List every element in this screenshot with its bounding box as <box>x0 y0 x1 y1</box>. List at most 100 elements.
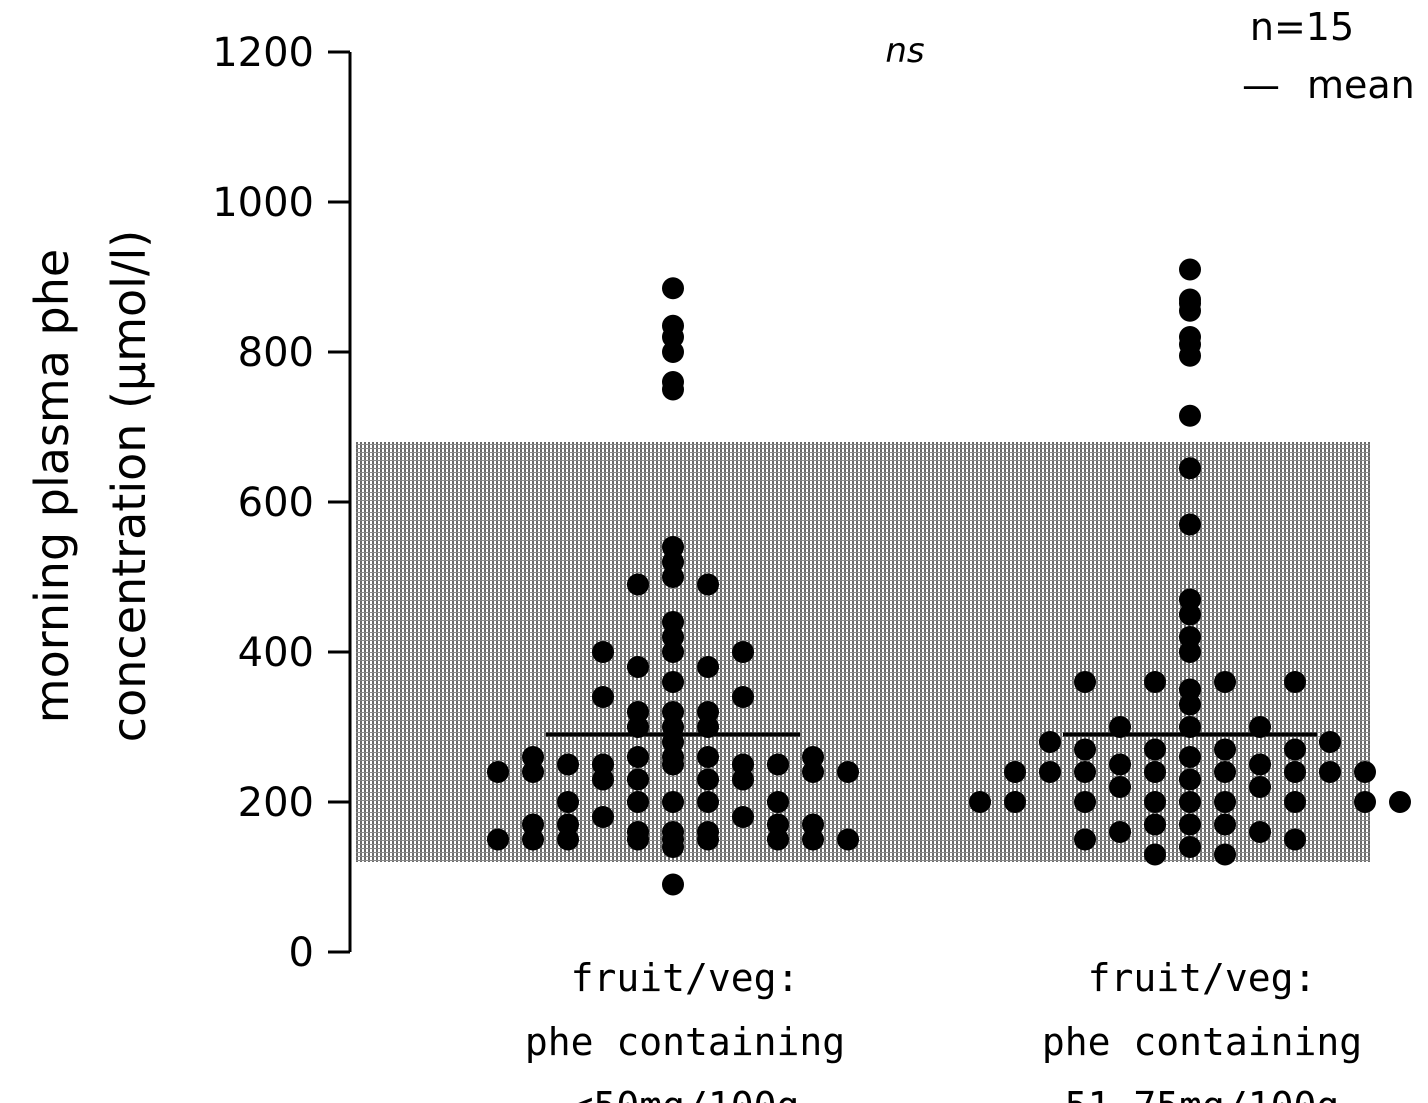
category-label: phe containing <box>1042 1020 1362 1064</box>
category-label: fruit/veg: <box>571 956 800 1000</box>
data-point <box>627 573 649 596</box>
data-point <box>1004 791 1026 813</box>
data-point <box>1214 791 1236 813</box>
data-point <box>1249 716 1271 738</box>
data-point <box>837 761 859 783</box>
data-point <box>1284 671 1306 693</box>
data-point <box>1249 776 1271 798</box>
data-point <box>1354 761 1376 783</box>
data-point <box>1144 843 1166 866</box>
data-point <box>1179 716 1201 738</box>
data-point <box>1004 761 1026 783</box>
data-point <box>1039 761 1061 783</box>
data-point <box>1179 768 1201 791</box>
data-point <box>662 611 684 633</box>
data-point <box>767 753 789 776</box>
data-point <box>1179 791 1201 813</box>
legend-mean-text: mean <box>1307 63 1415 107</box>
data-point <box>627 701 649 723</box>
data-point <box>592 753 614 776</box>
data-point <box>1144 813 1166 836</box>
data-point <box>1144 671 1166 693</box>
data-point <box>1179 258 1201 281</box>
data-point <box>697 701 719 723</box>
data-point <box>802 746 824 768</box>
y-tick-label: 800 <box>238 330 314 376</box>
data-point <box>697 791 719 813</box>
data-point <box>627 791 649 813</box>
data-point <box>697 573 719 596</box>
data-point <box>1389 791 1411 813</box>
data-point <box>592 686 614 708</box>
legend-n-text: n=15 <box>1250 5 1354 49</box>
data-point <box>969 791 991 813</box>
data-point <box>1179 588 1201 611</box>
data-point <box>1074 671 1096 693</box>
data-point <box>557 791 579 813</box>
y-tick-label: 200 <box>238 780 314 826</box>
data-point <box>1074 828 1096 851</box>
data-point <box>557 753 579 776</box>
data-point <box>662 536 684 558</box>
data-point <box>662 314 684 337</box>
data-point <box>837 828 859 851</box>
y-tick-label: 1000 <box>212 180 314 226</box>
data-point <box>662 791 684 813</box>
data-point <box>1109 753 1131 776</box>
data-point <box>522 746 544 768</box>
data-point <box>767 813 789 836</box>
y-axis-title: morning plasma phe concentration (µmol/l) <box>25 230 156 742</box>
data-point <box>1179 836 1201 858</box>
category-label: <50mg/100g <box>571 1084 800 1103</box>
data-point <box>1214 738 1236 761</box>
data-point <box>627 746 649 768</box>
data-point <box>1144 761 1166 783</box>
data-point <box>1179 513 1201 536</box>
data-point <box>732 686 754 708</box>
data-point <box>1214 761 1236 783</box>
data-point <box>1179 326 1201 348</box>
data-point <box>1354 791 1376 813</box>
data-point <box>662 821 684 843</box>
category-labels: fruit/veg: phe containing <50mg/100g fruit/… <box>525 956 1362 1103</box>
data-point <box>1179 678 1201 701</box>
data-point <box>1074 761 1096 783</box>
data-point <box>732 641 754 663</box>
data-point <box>1144 738 1166 761</box>
data-point <box>662 873 684 896</box>
data-point <box>522 813 544 836</box>
data-point <box>1284 828 1306 851</box>
data-point <box>662 701 684 723</box>
data-point <box>662 371 684 393</box>
data-point <box>1179 626 1201 648</box>
category-label: 51-75mg/100g <box>1065 1084 1340 1103</box>
data-point <box>767 791 789 813</box>
data-point <box>1214 671 1236 693</box>
data-point <box>1179 813 1201 836</box>
data-point <box>1284 738 1306 761</box>
data-point <box>627 768 649 791</box>
data-point <box>1074 791 1096 813</box>
data-point <box>1284 761 1306 783</box>
legend-mean-symbol: — <box>1242 63 1280 107</box>
data-point <box>627 656 649 678</box>
y-tick-label: 0 <box>289 930 314 976</box>
data-point <box>592 641 614 663</box>
data-point <box>487 761 509 783</box>
data-point <box>1109 821 1131 843</box>
data-point <box>732 806 754 828</box>
data-point <box>697 656 719 678</box>
data-point <box>1144 791 1166 813</box>
data-point <box>487 828 509 851</box>
data-point <box>1179 746 1201 768</box>
data-point <box>1249 753 1271 776</box>
data-point <box>1039 731 1061 753</box>
legend: n=15 — mean ns <box>885 5 1414 107</box>
y-axis-title-line: concentration (µmol/l) <box>102 230 156 742</box>
data-point <box>557 813 579 836</box>
significance-annotation: ns <box>885 31 924 71</box>
data-point <box>732 753 754 776</box>
category-label: fruit/veg: <box>1088 956 1317 1000</box>
data-point <box>1214 813 1236 836</box>
